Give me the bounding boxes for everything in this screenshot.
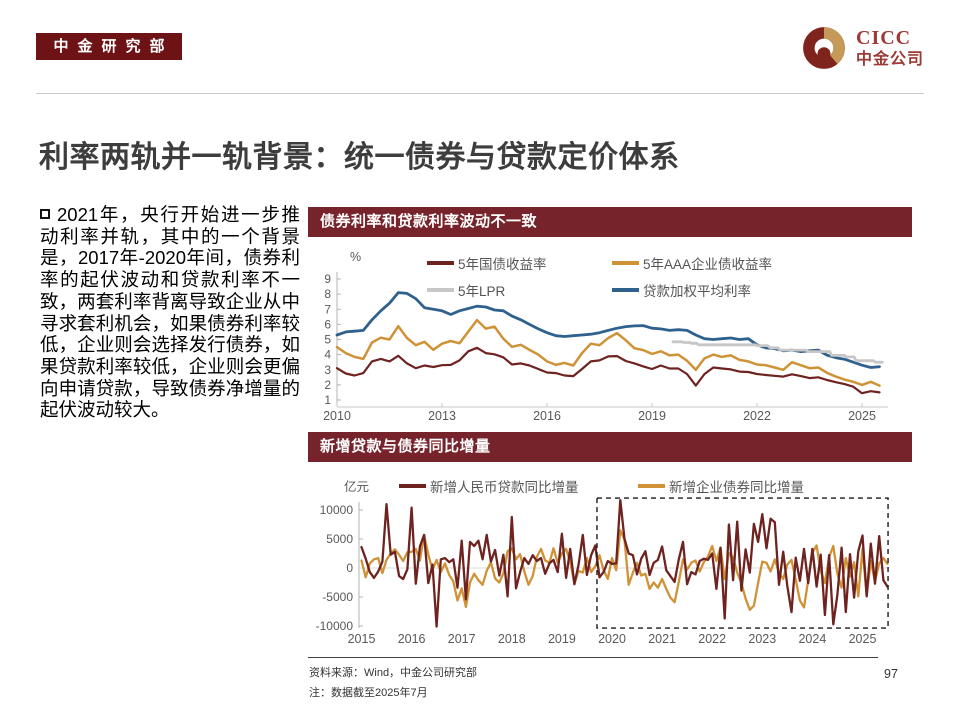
legend-label-lpr: 5年LPR [458,284,506,299]
legend-item-treasury: 5年国债收益率 [427,255,547,272]
svg-text:2019: 2019 [638,409,666,423]
legend-swatch-aaa-bond [612,261,639,265]
legend-label-new-bonds: 新增企业债券同比增量 [669,480,804,495]
svg-text:2013: 2013 [428,409,456,423]
svg-text:2015: 2015 [348,632,376,646]
svg-text:2022: 2022 [698,632,726,646]
chart2-unit-label: 亿元 [344,480,370,494]
svg-text:2: 2 [324,378,331,392]
header-divider [36,93,924,94]
chart2-increments-line-chart: -10000 -5000 0 5000 10000 2015 2016 2017 2018 201… [316,497,889,646]
legend-label-treasury: 5年国债收益率 [458,257,547,272]
chart1-header: 债券利率和贷款利率波动不一致 [308,207,912,237]
svg-text:2023: 2023 [748,632,776,646]
chart2-header: 新增贷款与债券同比增量 [308,432,912,462]
svg-text:8: 8 [324,287,331,301]
svg-text:7: 7 [324,302,331,316]
svg-text:2010: 2010 [323,409,351,423]
data-note: 注：数据截至2025年7月 [309,687,428,699]
svg-text:-10000: -10000 [316,619,354,633]
legend-swatch-new-bonds [638,484,665,488]
legend-label-new-loans: 新增人民币贷款同比增量 [430,480,579,495]
body-paragraph-text: 2021年，央行开始进一步推动利率并轨，其中的一个背景是，2017年-2020年… [40,204,300,421]
svg-text:2024: 2024 [798,632,826,646]
footer-rule [308,657,878,658]
cicc-logo-icon [803,27,845,69]
logo-brand-text: CICC [856,27,912,49]
svg-text:3: 3 [324,363,331,377]
svg-text:10000: 10000 [320,503,354,517]
body-paragraph: 2021年，央行开始进一步推动利率并轨，其中的一个背景是，2017年-2020年… [40,204,300,421]
svg-text:2025: 2025 [848,409,876,423]
legend-swatch-new-loans [399,484,426,488]
legend-swatch-treasury [427,261,454,265]
svg-text:0: 0 [346,561,353,575]
svg-text:6: 6 [324,317,331,331]
legend-item-lpr: 5年LPR [427,282,506,299]
svg-text:4: 4 [324,348,331,362]
dept-badge: 中金研究部 [36,33,182,60]
svg-text:2017: 2017 [448,632,476,646]
svg-text:2020: 2020 [598,632,626,646]
source-note: 资料来源：Wind，中金公司研究部 [309,667,478,679]
svg-text:2019: 2019 [548,632,576,646]
svg-text:2018: 2018 [498,632,526,646]
svg-text:-5000: -5000 [322,590,353,604]
svg-text:2022: 2022 [743,409,771,423]
svg-text:5: 5 [324,333,331,347]
legend-label-loan-rate: 贷款加权平均利率 [643,284,751,299]
page-title: 利率两轨并一轨背景：统一债券与贷款定价体系 [39,141,680,174]
square-bullet-icon [40,209,50,219]
svg-text:2025: 2025 [849,632,877,646]
svg-text:2021: 2021 [648,632,676,646]
legend-item-new-bonds: 新增企业债券同比增量 [638,478,804,495]
legend-item-aaa-bond: 5年AAA企业债收益率 [612,255,773,272]
svg-text:1: 1 [324,393,331,407]
legend-label-aaa-bond: 5年AAA企业债收益率 [643,257,773,272]
page-number: 97 [884,667,898,681]
legend-swatch-loan-rate [612,288,639,292]
svg-text:9: 9 [324,272,331,286]
logo-brand-cn-text: 中金公司 [856,51,925,68]
legend-item-loan-rate: 贷款加权平均利率 [612,282,751,299]
svg-text:2016: 2016 [533,409,561,423]
cicc-logo: CICC 中金公司 [801,22,951,74]
svg-text:2016: 2016 [398,632,426,646]
legend-item-new-loans: 新增人民币贷款同比增量 [399,478,579,495]
legend-swatch-lpr [427,288,454,292]
chart1-unit-label: % [350,250,362,264]
svg-text:5000: 5000 [326,532,353,546]
